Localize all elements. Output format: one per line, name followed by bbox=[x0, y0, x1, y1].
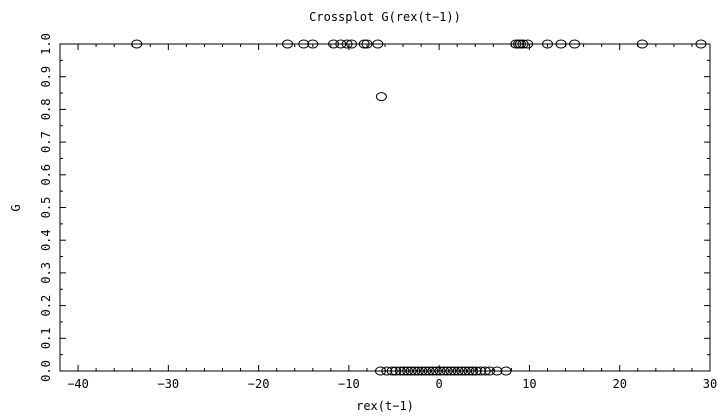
plot-area: −40 −30 −20 −10 0 10 20 30 0.0 0.1 0.2 0.3 0.4 0.5 0.6… bbox=[39, 33, 717, 391]
y-tick-label: 0.9 bbox=[39, 66, 53, 88]
x-tick-label: −10 bbox=[338, 377, 360, 391]
y-tick-label: 0.8 bbox=[39, 99, 53, 121]
x-tick-label: 30 bbox=[703, 377, 717, 391]
x-axis-label: rex(t−1) bbox=[356, 399, 414, 413]
x-tick-label: 20 bbox=[612, 377, 626, 391]
y-tick-label: 0.3 bbox=[39, 262, 53, 284]
y-tick-label: 0.0 bbox=[39, 360, 53, 382]
x-tick-label: −40 bbox=[67, 377, 89, 391]
y-tick-label: 0.4 bbox=[39, 229, 53, 251]
y-tick-label: 0.7 bbox=[39, 131, 53, 153]
y-tick-label: 0.1 bbox=[39, 327, 53, 349]
x-tick-label: 0 bbox=[436, 377, 443, 391]
plot-frame bbox=[60, 44, 710, 371]
chart-title: Crossplot G(rex(t−1)) bbox=[309, 10, 461, 24]
data-point bbox=[376, 93, 386, 101]
y-tick-label: 0.6 bbox=[39, 164, 53, 186]
y-tick-label: 0.5 bbox=[39, 197, 53, 219]
x-tick-label: −30 bbox=[157, 377, 179, 391]
y-axis-label: G bbox=[9, 204, 23, 211]
y-tick-label: 0.2 bbox=[39, 295, 53, 317]
x-tick-label: −20 bbox=[248, 377, 270, 391]
y-tick-label: 1.0 bbox=[39, 33, 53, 55]
x-tick-label: 10 bbox=[522, 377, 536, 391]
